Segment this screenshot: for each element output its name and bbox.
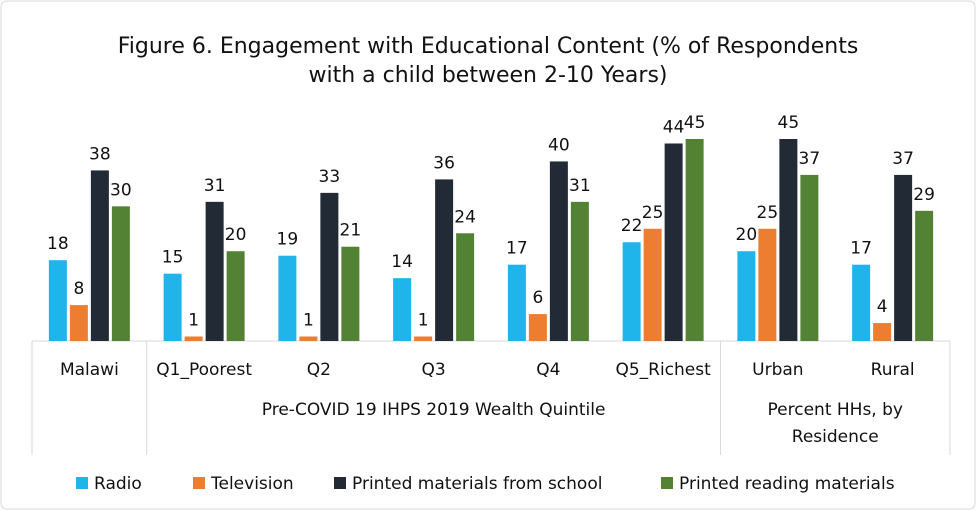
data-label: 45 xyxy=(684,113,706,133)
data-label: 31 xyxy=(204,176,226,196)
x-tick-label: Rural xyxy=(871,360,915,380)
bar xyxy=(393,278,412,341)
group-label: Residence xyxy=(792,427,879,447)
x-tick-label: Q3 xyxy=(422,360,446,380)
bar xyxy=(737,251,756,341)
data-label: 40 xyxy=(548,135,570,155)
data-label: 1 xyxy=(303,311,314,331)
bar xyxy=(163,273,182,341)
x-tick-label: Q1_Poorest xyxy=(156,360,252,380)
data-label: 21 xyxy=(340,221,362,241)
data-label: 20 xyxy=(736,225,758,245)
bar xyxy=(528,314,547,341)
data-label: 20 xyxy=(225,225,247,245)
bar xyxy=(205,201,224,341)
x-tick-label: Malawi xyxy=(60,360,119,380)
bar xyxy=(873,323,892,341)
chart-title: with a child between 2-10 Years) xyxy=(308,63,667,88)
bar xyxy=(570,201,589,341)
chart-title: Figure 6. Engagement with Educational Co… xyxy=(118,34,859,59)
data-label: 45 xyxy=(778,113,800,133)
data-label: 19 xyxy=(277,230,299,250)
bar xyxy=(915,210,934,341)
bar xyxy=(414,336,433,341)
data-label: 6 xyxy=(532,288,543,308)
data-label: 24 xyxy=(454,207,476,227)
data-label: 31 xyxy=(569,176,591,196)
bar xyxy=(894,174,913,341)
bar xyxy=(226,251,245,341)
legend-label: Printed reading materials xyxy=(679,474,895,494)
data-label: 37 xyxy=(799,149,821,169)
group-label: Pre-COVID 19 IHPS 2019 Wealth Quintile xyxy=(262,400,606,420)
bar xyxy=(48,260,67,341)
data-label: 22 xyxy=(621,216,643,236)
bar xyxy=(549,161,568,341)
x-tick-label: Q2 xyxy=(307,360,331,380)
data-label: 30 xyxy=(110,180,132,200)
bar xyxy=(852,264,871,341)
data-label: 4 xyxy=(877,297,888,317)
bar xyxy=(622,242,641,341)
bar xyxy=(800,174,819,341)
data-label: 25 xyxy=(757,203,779,223)
legend-swatch xyxy=(661,477,673,489)
data-label: 36 xyxy=(433,153,455,173)
bar xyxy=(507,264,526,341)
x-tick-label: Urban xyxy=(752,360,803,380)
bar xyxy=(643,228,662,341)
bar xyxy=(90,170,109,341)
x-tick-label: Q4 xyxy=(536,360,560,380)
data-label: 15 xyxy=(162,248,184,268)
bar xyxy=(278,255,297,341)
legend-swatch xyxy=(76,477,88,489)
data-label: 8 xyxy=(73,279,84,299)
bar xyxy=(435,179,454,341)
group-label: Percent HHs, by xyxy=(768,400,903,420)
data-label: 29 xyxy=(913,185,935,205)
data-label: 44 xyxy=(663,117,685,137)
bar xyxy=(299,336,318,341)
bar xyxy=(320,192,339,341)
data-label: 1 xyxy=(418,311,429,331)
data-label: 38 xyxy=(89,144,111,164)
data-label: 25 xyxy=(642,203,664,223)
data-label: 14 xyxy=(391,252,413,272)
bar xyxy=(184,336,203,341)
data-label: 37 xyxy=(892,149,914,169)
bar xyxy=(69,305,88,341)
bar xyxy=(456,233,475,341)
legend-label: Television xyxy=(210,474,294,494)
data-label: 1 xyxy=(188,311,199,331)
bar xyxy=(758,228,777,341)
data-label: 17 xyxy=(850,239,872,259)
bar xyxy=(341,246,360,341)
data-label: 17 xyxy=(506,239,528,259)
legend-swatch xyxy=(334,477,346,489)
x-tick-label: Q5_Richest xyxy=(615,360,711,380)
data-label: 33 xyxy=(319,167,341,187)
legend-swatch xyxy=(193,477,205,489)
data-label: 18 xyxy=(47,234,69,254)
legend-label: Radio xyxy=(94,474,142,494)
bar xyxy=(111,206,130,341)
bar xyxy=(664,143,683,341)
bar xyxy=(779,139,798,341)
bar xyxy=(685,139,704,341)
legend-label: Printed materials from school xyxy=(352,474,602,494)
